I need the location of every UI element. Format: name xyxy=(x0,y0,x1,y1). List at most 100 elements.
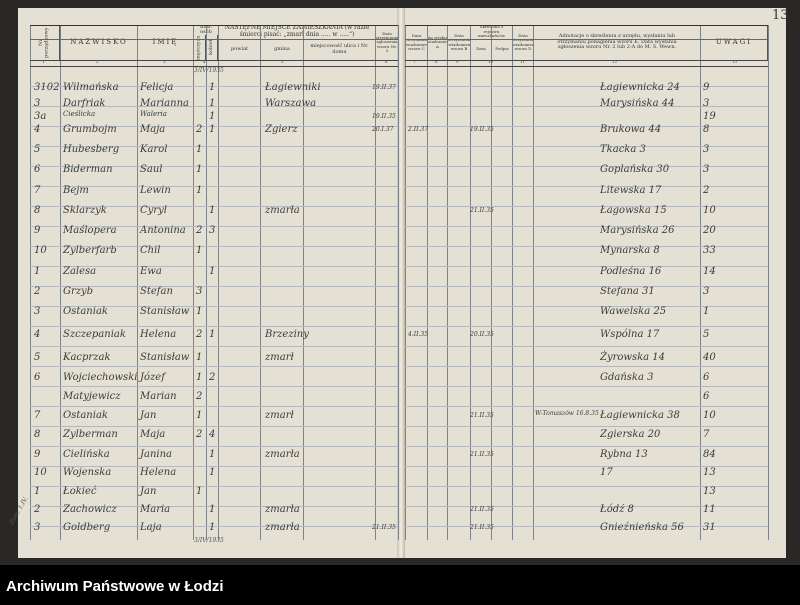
date-struck: 21.II.35 xyxy=(470,412,494,419)
count-men: 1 xyxy=(196,352,203,363)
date-struck: 21.II.35 xyxy=(470,524,494,531)
header-line xyxy=(405,39,768,40)
address: Łagiewnicka 24 xyxy=(600,82,680,93)
address: Gnieźnieńska 56 xyxy=(600,522,684,533)
house-number: 40 xyxy=(703,352,716,363)
row-line xyxy=(405,166,768,167)
first-name: Stanisław xyxy=(140,352,190,363)
surname: Łokieć xyxy=(63,486,97,497)
house-number: 14 xyxy=(703,266,716,277)
row-number: 1 xyxy=(34,486,41,497)
column-line xyxy=(375,25,376,540)
column-number: 3 xyxy=(163,59,166,64)
header-wzor-a: Data wysłania zawiadomienia A xyxy=(427,25,447,60)
surname: Zachowicz xyxy=(63,504,117,515)
row-line xyxy=(30,286,398,287)
column-number: 12 xyxy=(612,59,618,64)
first-name: Marianna xyxy=(140,98,189,109)
address: Podleśna 16 xyxy=(600,266,662,277)
row-number: 5 xyxy=(34,352,41,363)
header-line xyxy=(30,39,398,40)
date-struck: 21.II.35 xyxy=(470,451,494,458)
surname: Biderman xyxy=(63,164,113,175)
first-name: Jan xyxy=(140,486,157,497)
header-uwagi: UWAGI xyxy=(700,25,768,60)
surname: Cieślicka xyxy=(63,110,96,118)
row-line xyxy=(405,506,768,507)
surname: Maślopera xyxy=(63,225,117,236)
count-women: 1 xyxy=(209,522,216,533)
row-line xyxy=(30,466,398,467)
first-name: Maria xyxy=(140,504,171,515)
column-line xyxy=(427,25,428,540)
first-name: Cyryl xyxy=(140,205,167,216)
first-name: Jan xyxy=(140,410,157,421)
column-number: 10 xyxy=(488,59,494,64)
row-line xyxy=(30,346,398,347)
row-line xyxy=(405,286,768,287)
house-number: 31 xyxy=(703,522,716,533)
row-number: 8 xyxy=(34,205,41,216)
date-form3: 20.I.37 xyxy=(372,126,394,133)
row-line xyxy=(30,166,398,167)
count-women: 4 xyxy=(209,429,216,440)
address: Łódź 8 xyxy=(600,504,634,515)
header-wzor-d: Data otrzymania zawiadomienia wzoru D xyxy=(512,25,533,60)
row-line xyxy=(30,226,398,227)
house-number: 3 xyxy=(703,286,710,297)
header-adnotacje: Adnotacje o skreśleniu z urzędu, wysłani… xyxy=(533,25,700,60)
column-line xyxy=(405,25,406,540)
house-number: 2 xyxy=(703,185,710,196)
row-number: 4 xyxy=(34,329,41,340)
column-line xyxy=(768,25,769,540)
column-number: 8 xyxy=(435,59,438,64)
house-number: 10 xyxy=(703,205,716,216)
column-line xyxy=(533,25,534,540)
row-number: 2 xyxy=(34,286,41,297)
gmina: Brzeziny xyxy=(265,329,309,340)
row-number: 3 xyxy=(34,98,41,109)
row-number: 4 xyxy=(34,124,41,135)
page-number: 13 xyxy=(772,8,789,23)
row-line xyxy=(30,266,398,267)
house-number: 3 xyxy=(703,144,710,155)
address: Wawelska 25 xyxy=(600,306,667,317)
header-powiat: powiat xyxy=(218,39,260,60)
surname: Ostaniak xyxy=(63,410,108,421)
first-name: Maja xyxy=(140,124,166,135)
surname: Szczepaniak xyxy=(63,329,126,340)
date-struck: 19.II.35 xyxy=(470,126,494,133)
header-wzor-b: Data otrzymania zawiadomienia wzoru B xyxy=(447,25,470,60)
row-line xyxy=(405,326,768,327)
surname: Grumbojm xyxy=(63,124,117,135)
header-gmina: gmina xyxy=(260,39,303,60)
row-number: 10 xyxy=(34,467,47,478)
archive-footer: Archiwum Państwowe w Łodzi xyxy=(0,565,800,605)
house-number: 7 xyxy=(703,429,710,440)
column-line xyxy=(137,25,138,540)
row-number: 2 xyxy=(34,504,41,515)
address: Zgierska 20 xyxy=(600,429,661,440)
top-stamp: 3/IV/1935 xyxy=(194,67,224,74)
surname: Sklarzyk xyxy=(63,205,107,216)
gmina: zmarła xyxy=(265,504,300,515)
row-number: 3 xyxy=(34,522,41,533)
date-form-c: 2.II.37 xyxy=(408,126,429,133)
first-name: Maja xyxy=(140,429,166,440)
row-number: 10 xyxy=(34,245,47,256)
row-line xyxy=(405,446,768,447)
row-number: 1 xyxy=(34,266,41,277)
row-line xyxy=(30,106,398,107)
column-number: 6 xyxy=(385,59,388,64)
count-men: 1 xyxy=(196,372,203,383)
gmina: zmarł xyxy=(265,352,294,363)
row-line xyxy=(405,306,768,307)
row-line xyxy=(405,126,768,127)
count-women: 1 xyxy=(209,329,216,340)
count-men: 1 xyxy=(196,164,203,175)
header-line xyxy=(30,60,398,61)
header-miejscowosc: miejscowość ulica i Nr. domu xyxy=(303,39,375,60)
row-number: 8 xyxy=(34,429,41,440)
count-women: 1 xyxy=(209,82,216,93)
address: Marysińska 44 xyxy=(600,98,675,109)
